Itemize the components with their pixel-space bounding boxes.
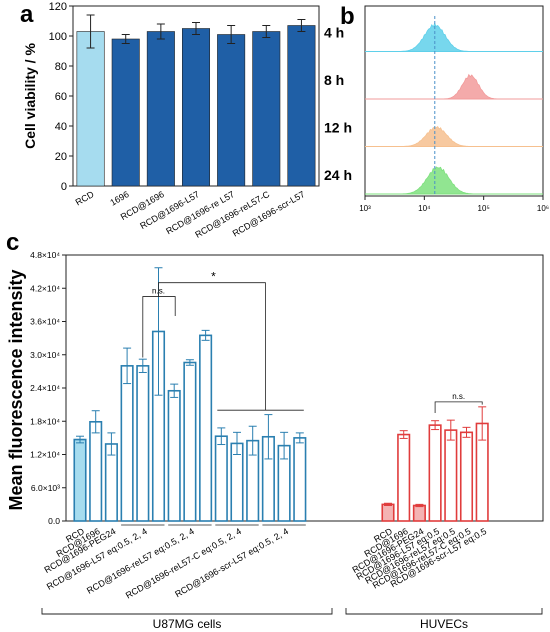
panel-c-y-tick-label: 3.0×10⁴ xyxy=(30,350,60,360)
panel-c-y-axis-label: Mean fluorescence intensity xyxy=(6,269,26,510)
panel-a-bar xyxy=(252,31,281,187)
panel-a-bar xyxy=(287,25,316,187)
panel-c-y-tick-label: 3.6×10⁴ xyxy=(30,317,60,327)
panel-c-y-tick-label: 6.0×10³ xyxy=(31,483,60,493)
panel-label-b: b xyxy=(340,3,355,30)
panel-b-time-label: 24 h xyxy=(324,167,352,183)
panel-c-bar xyxy=(412,504,426,522)
panel-c-bar-chart: 0.0 6.0×10³ 1.2×10⁴ 1.8×10⁴ 2.4×10⁴ 3.0×10⁴ 3.… xyxy=(6,250,544,631)
panel-c-y-tick-label: 1.2×10⁴ xyxy=(30,450,60,460)
panel-c-bar xyxy=(73,438,87,522)
panel-c-bar xyxy=(120,365,134,522)
panel-c-y-tick-label: 4.2×10⁴ xyxy=(30,283,60,293)
panel-c-group-bracket xyxy=(41,608,333,615)
panel-b-x-tick-label: 10⁶ xyxy=(537,204,549,213)
panel-c-group-label: U87MG cells xyxy=(153,617,222,631)
panel-c-bar xyxy=(214,435,228,522)
panel-c-bar xyxy=(199,334,213,522)
panel-a-y-tick-label: 100 xyxy=(49,31,67,43)
panel-b-x-tick-label: 10⁵ xyxy=(478,204,490,213)
panel-b-time-label: 4 h xyxy=(324,24,344,40)
panel-a-bar xyxy=(146,31,175,187)
panel-c-bar xyxy=(293,437,307,522)
panel-c-group-label: HUVECs xyxy=(420,617,468,631)
panel-a-bar xyxy=(111,38,140,187)
panel-a-category-label: RCD xyxy=(74,189,96,208)
panel-b-histogram xyxy=(365,22,543,52)
panel-a-y-tick-label: 0 xyxy=(61,181,67,193)
panel-a-y-axis-label: Cell viability / % xyxy=(22,43,38,149)
panel-c-bar xyxy=(397,433,411,522)
panel-c-significance-bracket xyxy=(434,401,483,413)
panel-b-histogram xyxy=(365,126,543,147)
panel-a-y-tick-label: 80 xyxy=(55,61,67,73)
panel-c-significance-bracket xyxy=(142,296,176,358)
panel-c-bar xyxy=(89,421,103,522)
panel-a-y-tick-label: 120 xyxy=(49,1,67,13)
panel-c-bar xyxy=(136,365,150,522)
panel-a-category-label: 1696 xyxy=(108,189,130,208)
panel-a-bar xyxy=(76,31,105,187)
panel-a-y-tick-label: 60 xyxy=(55,91,67,103)
panel-c-bar xyxy=(381,503,395,522)
panel-a-bar xyxy=(181,28,211,187)
panel-c-significance-bracket xyxy=(158,282,266,411)
panel-b-histogram xyxy=(365,73,543,100)
panel-a-y-tick-label: 20 xyxy=(55,151,67,163)
panel-c-bar xyxy=(444,429,458,522)
panel-b-time-label: 12 h xyxy=(324,119,352,135)
panel-c-bar xyxy=(167,389,181,522)
panel-c-y-tick-label: 1.8×10⁴ xyxy=(30,416,60,426)
panel-c-y-tick-label: 0.0 xyxy=(48,516,60,526)
panel-b-x-tick-label: 10⁴ xyxy=(418,204,431,213)
panel-c-significance-label: n.s. xyxy=(452,392,465,401)
panel-b-flow-histograms: 4 h 8 h 12 h 24 h 10³ 10⁴ 10⁵ 10⁶ xyxy=(324,5,549,213)
panel-c-bar xyxy=(428,424,442,522)
panel-c-y-tick-label: 4.8×10⁴ xyxy=(30,250,60,260)
panel-c-y-tick-label: 2.4×10⁴ xyxy=(30,383,60,393)
panel-c-significance-label: * xyxy=(211,270,216,284)
panel-b-plot-frame xyxy=(364,5,544,197)
panel-label-a: a xyxy=(20,1,34,28)
panel-b-time-label: 8 h xyxy=(324,72,344,88)
panel-b-x-tick-label: 10³ xyxy=(359,204,371,213)
panel-c-bar xyxy=(459,431,474,522)
panel-a-y-tick-label: 40 xyxy=(55,121,67,133)
panel-b-histogram xyxy=(365,166,543,195)
panel-a-bar xyxy=(217,34,246,187)
panel-c-bar xyxy=(183,361,197,522)
panel-c-bar xyxy=(230,442,244,522)
panel-label-c: c xyxy=(6,229,19,256)
panel-c-group-bracket xyxy=(345,608,543,615)
